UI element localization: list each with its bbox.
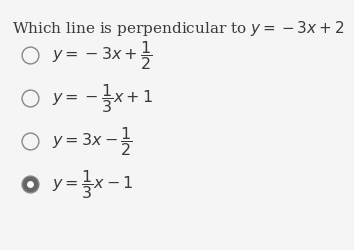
Text: $y = \dfrac{1}{3}x - 1$: $y = \dfrac{1}{3}x - 1$ bbox=[52, 168, 133, 201]
Text: $y = -\dfrac{1}{3}x + 1$: $y = -\dfrac{1}{3}x + 1$ bbox=[52, 82, 153, 115]
Text: $y = -3x + \dfrac{1}{2}$: $y = -3x + \dfrac{1}{2}$ bbox=[52, 39, 153, 72]
Text: $y = 3x - \dfrac{1}{2}$: $y = 3x - \dfrac{1}{2}$ bbox=[52, 125, 133, 158]
Text: Which line is perpendicular to $y = -3x + 2$: Which line is perpendicular to $y = -3x … bbox=[12, 19, 344, 38]
